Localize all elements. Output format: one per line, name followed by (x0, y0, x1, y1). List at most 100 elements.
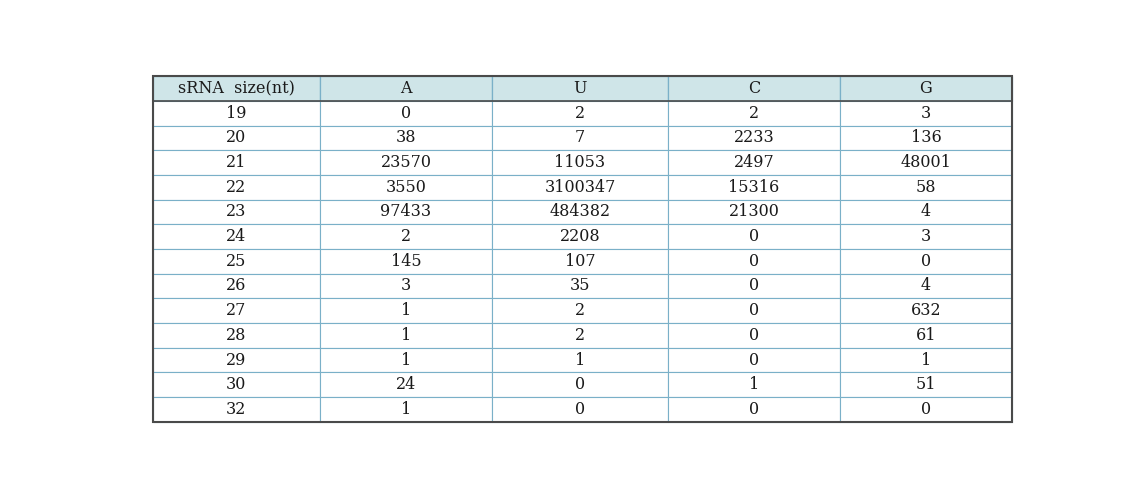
Text: 11053: 11053 (554, 154, 605, 171)
Bar (320, 274, 492, 298)
Text: 0: 0 (921, 401, 932, 418)
Text: 15316: 15316 (728, 179, 779, 196)
Bar (152, 126, 320, 150)
Text: 136: 136 (911, 130, 942, 146)
Text: 2: 2 (575, 327, 585, 344)
Bar (492, 249, 668, 274)
Bar (668, 397, 840, 422)
Bar (840, 249, 1012, 274)
Text: 35: 35 (570, 278, 591, 294)
Bar (152, 76, 320, 101)
Text: 20: 20 (226, 130, 247, 146)
Text: 27: 27 (226, 302, 247, 319)
Bar (492, 101, 668, 126)
Bar (840, 175, 1012, 200)
Bar (492, 397, 668, 422)
Text: 21: 21 (226, 154, 247, 171)
Bar (492, 298, 668, 323)
Text: U: U (574, 80, 587, 97)
Text: 1: 1 (575, 352, 585, 368)
Text: 24: 24 (226, 228, 247, 245)
Text: 19: 19 (226, 105, 247, 122)
Text: 23: 23 (226, 204, 247, 220)
Text: 2: 2 (749, 105, 759, 122)
Text: A: A (400, 80, 411, 97)
Text: 1: 1 (749, 376, 759, 393)
Bar (840, 323, 1012, 348)
Text: 25: 25 (226, 253, 247, 270)
Text: 38: 38 (395, 130, 416, 146)
Text: 23570: 23570 (381, 154, 432, 171)
Bar (152, 224, 320, 249)
Text: 0: 0 (749, 302, 759, 319)
Text: 29: 29 (226, 352, 247, 368)
Bar (668, 76, 840, 101)
Bar (668, 274, 840, 298)
Bar (668, 150, 840, 175)
Text: 1: 1 (401, 302, 411, 319)
Bar (152, 150, 320, 175)
Text: 51: 51 (916, 376, 936, 393)
Text: 4: 4 (921, 278, 932, 294)
Bar (668, 323, 840, 348)
Bar (152, 372, 320, 397)
Text: 24: 24 (396, 376, 416, 393)
Bar (320, 126, 492, 150)
Bar (492, 126, 668, 150)
Text: 1: 1 (401, 352, 411, 368)
Text: 1: 1 (921, 352, 932, 368)
Bar (320, 397, 492, 422)
Text: 632: 632 (911, 302, 942, 319)
Bar (840, 126, 1012, 150)
Text: 61: 61 (916, 327, 936, 344)
Text: 1: 1 (401, 401, 411, 418)
Text: 2: 2 (575, 105, 585, 122)
Bar (668, 126, 840, 150)
Bar (840, 372, 1012, 397)
Text: sRNA  size(nt): sRNA size(nt) (178, 80, 294, 97)
Text: 0: 0 (749, 401, 759, 418)
Bar (320, 249, 492, 274)
Text: 3100347: 3100347 (544, 179, 616, 196)
Text: 32: 32 (226, 401, 247, 418)
Bar (840, 101, 1012, 126)
Bar (320, 200, 492, 224)
Bar (320, 76, 492, 101)
Text: 484382: 484382 (550, 204, 611, 220)
Text: 7: 7 (575, 130, 585, 146)
Bar (152, 175, 320, 200)
Text: 145: 145 (391, 253, 421, 270)
Text: 0: 0 (401, 105, 411, 122)
Bar (152, 101, 320, 126)
Bar (320, 298, 492, 323)
Text: 26: 26 (226, 278, 247, 294)
Text: 2208: 2208 (560, 228, 600, 245)
Bar (152, 348, 320, 372)
Bar (492, 323, 668, 348)
Bar (840, 348, 1012, 372)
Bar (152, 298, 320, 323)
Bar (668, 249, 840, 274)
Text: 22: 22 (226, 179, 247, 196)
Bar (840, 200, 1012, 224)
Bar (668, 200, 840, 224)
Bar (840, 76, 1012, 101)
Bar (840, 397, 1012, 422)
Bar (492, 348, 668, 372)
Text: 0: 0 (575, 401, 585, 418)
Bar (320, 323, 492, 348)
Bar (492, 175, 668, 200)
Text: 107: 107 (565, 253, 595, 270)
Text: 3: 3 (401, 278, 411, 294)
Text: 0: 0 (575, 376, 585, 393)
Text: 2233: 2233 (734, 130, 775, 146)
Text: 0: 0 (749, 278, 759, 294)
Bar (152, 323, 320, 348)
Text: 28: 28 (226, 327, 247, 344)
Bar (668, 101, 840, 126)
Bar (320, 348, 492, 372)
Text: C: C (747, 80, 760, 97)
Text: 58: 58 (916, 179, 936, 196)
Text: 4: 4 (921, 204, 932, 220)
Text: 2: 2 (575, 302, 585, 319)
